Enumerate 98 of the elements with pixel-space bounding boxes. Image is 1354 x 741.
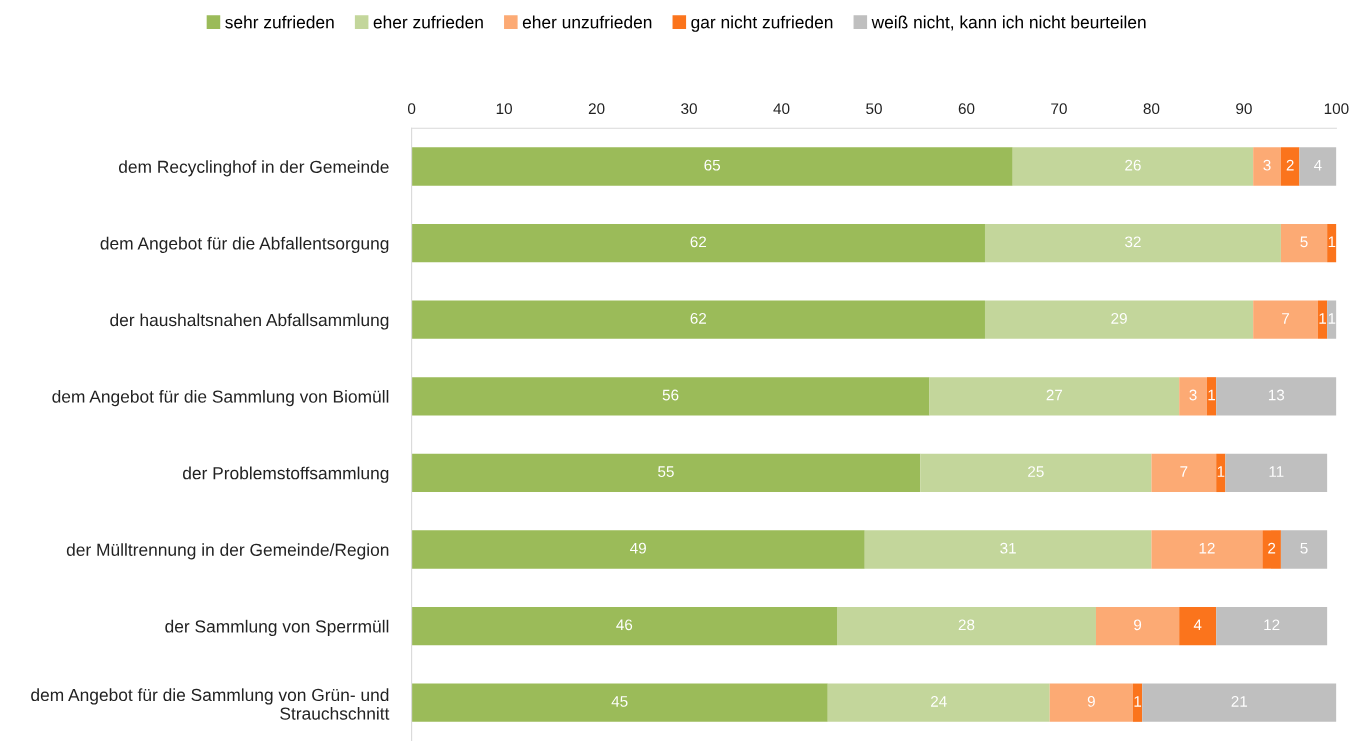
x-tick-label: 10 bbox=[496, 103, 512, 115]
bar bbox=[411, 530, 865, 569]
legend-label: eher unzufrieden bbox=[522, 15, 652, 29]
bar bbox=[1216, 606, 1328, 646]
bar bbox=[1012, 147, 1254, 186]
y-tick-label: dem Angebot für die Abfallentsorgung bbox=[100, 236, 389, 253]
data-label: 1 bbox=[1134, 696, 1142, 707]
legend-label: weiß nicht, kann ich nicht beurteilen bbox=[871, 15, 1146, 31]
y-tick-label: der haushaltsnahen Abfallsammlung bbox=[110, 313, 389, 330]
bar bbox=[984, 300, 1254, 339]
y-tick-label: dem Recyclinghof in der Gemeinde bbox=[118, 160, 389, 177]
y-tick-label: der Problemstoffsammlung bbox=[182, 466, 389, 483]
y-tick-label: dem Angebot für die Sammlung von Biomüll bbox=[52, 390, 389, 407]
bar bbox=[411, 300, 985, 339]
bar bbox=[1253, 300, 1318, 339]
data-label: 3 bbox=[1263, 159, 1271, 171]
x-tick-label: 20 bbox=[588, 103, 605, 115]
data-label: 32 bbox=[1125, 236, 1141, 248]
data-label: 9 bbox=[1087, 695, 1095, 707]
data-label: 55 bbox=[658, 466, 674, 477]
data-label: 7 bbox=[1282, 313, 1290, 324]
bar bbox=[411, 377, 930, 416]
legend-label: eher zufrieden bbox=[373, 15, 483, 29]
bar bbox=[837, 606, 1096, 646]
bar bbox=[1299, 147, 1337, 186]
data-label: 5 bbox=[1300, 236, 1308, 248]
bar bbox=[411, 606, 838, 646]
data-label: 5 bbox=[1300, 542, 1308, 554]
data-label: 11 bbox=[1269, 466, 1284, 477]
bar bbox=[984, 223, 1281, 263]
data-label: 9 bbox=[1134, 619, 1142, 631]
data-label: 7 bbox=[1180, 466, 1188, 477]
y-tick-label: der Mülltrennung in der Gemeinde/Region bbox=[66, 543, 389, 560]
x-tick-label: 40 bbox=[773, 103, 790, 115]
bar bbox=[1049, 683, 1133, 722]
legend-label: gar nicht zufrieden bbox=[691, 15, 833, 32]
x-tick-label: 30 bbox=[681, 103, 697, 115]
data-label: 65 bbox=[704, 159, 721, 171]
data-label: 1 bbox=[1208, 389, 1216, 401]
data-label: 62 bbox=[690, 312, 707, 324]
bar bbox=[1317, 300, 1328, 339]
bar bbox=[1216, 377, 1337, 416]
bar bbox=[920, 453, 1152, 493]
x-tick-label: 90 bbox=[1236, 103, 1252, 115]
bar bbox=[411, 453, 921, 493]
bar bbox=[1225, 453, 1328, 493]
bar bbox=[1280, 147, 1300, 186]
data-label: 62 bbox=[690, 236, 707, 248]
x-tick-label: 60 bbox=[958, 103, 975, 115]
data-label: 46 bbox=[616, 619, 633, 631]
data-label: 1 bbox=[1328, 313, 1336, 324]
bar bbox=[411, 683, 828, 722]
bar bbox=[1179, 377, 1207, 416]
bar bbox=[1262, 530, 1281, 569]
data-label: 2 bbox=[1286, 159, 1294, 171]
data-label: 1 bbox=[1217, 466, 1225, 477]
bar bbox=[929, 377, 1180, 416]
x-tick-label: 70 bbox=[1051, 103, 1067, 115]
y-tick-label: dem Angebot für die Sammlung von Grün- und Strauchschnitt bbox=[31, 688, 390, 720]
data-label: 56 bbox=[662, 389, 679, 401]
data-label: 3 bbox=[1189, 389, 1197, 401]
data-label: 12 bbox=[1264, 619, 1280, 631]
x-tick-label: 0 bbox=[407, 103, 416, 115]
data-label: 13 bbox=[1268, 389, 1285, 401]
data-label: 1 bbox=[1319, 313, 1327, 324]
y-tick-label: der Sammlung von Sperrmüll bbox=[165, 619, 389, 636]
data-label: 45 bbox=[611, 696, 628, 707]
data-label: 4 bbox=[1193, 619, 1202, 631]
data-label: 21 bbox=[1231, 695, 1248, 707]
bar bbox=[1280, 223, 1328, 263]
bar bbox=[1206, 377, 1217, 416]
bar bbox=[827, 683, 1050, 722]
data-label: 12 bbox=[1199, 542, 1215, 554]
bar bbox=[1253, 147, 1281, 186]
bar bbox=[1142, 683, 1337, 722]
bar bbox=[864, 530, 1152, 569]
data-label: 4 bbox=[1314, 159, 1322, 171]
bar bbox=[411, 147, 1013, 186]
bar bbox=[1280, 530, 1328, 569]
data-label: 31 bbox=[1000, 542, 1016, 554]
x-tick-label: 80 bbox=[1143, 103, 1160, 115]
bar bbox=[1151, 530, 1263, 569]
data-label: 27 bbox=[1046, 389, 1063, 401]
bar bbox=[1095, 606, 1180, 646]
data-label: 2 bbox=[1268, 542, 1276, 554]
data-label: 25 bbox=[1028, 466, 1044, 477]
data-label: 26 bbox=[1125, 159, 1141, 171]
data-label: 1 bbox=[1328, 236, 1336, 248]
data-label: 29 bbox=[1111, 312, 1127, 324]
data-label: 24 bbox=[931, 695, 947, 707]
bar bbox=[1151, 453, 1217, 493]
data-label: 28 bbox=[958, 619, 975, 631]
legend-label: sehr zufrieden bbox=[225, 15, 334, 29]
data-label: 49 bbox=[630, 542, 646, 554]
x-tick-label: 100 bbox=[1324, 103, 1349, 115]
bar bbox=[1179, 606, 1217, 646]
x-tick-label: 50 bbox=[866, 103, 882, 115]
bar bbox=[411, 223, 985, 263]
